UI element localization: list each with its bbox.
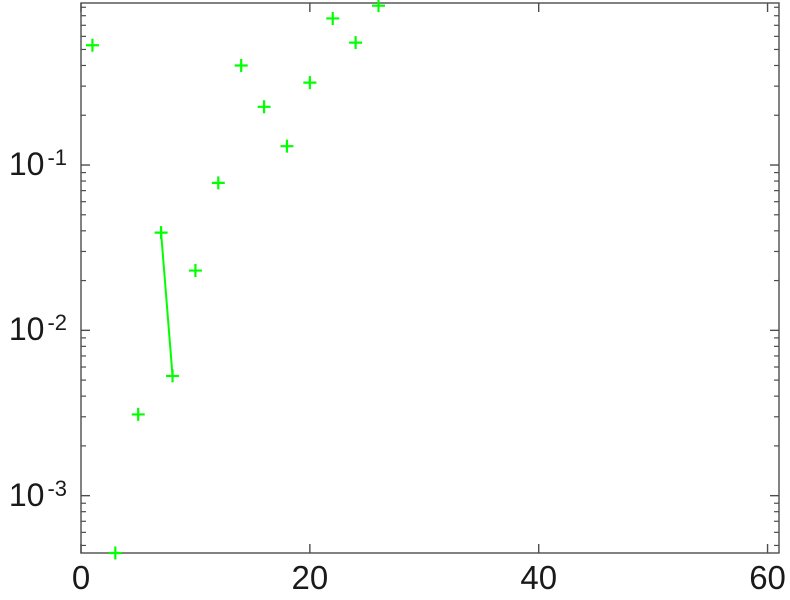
data-point-marker (303, 76, 317, 90)
data-point-marker (85, 38, 99, 52)
x-tick-label: 0 (71, 559, 91, 596)
x-tick-label: 20 (291, 559, 329, 596)
data-point-marker (349, 36, 363, 50)
y-tick-label: 10 -1 (0, 145, 67, 183)
data-point-marker (234, 58, 248, 72)
y-tick-base: 10 (8, 476, 45, 513)
y-tick-label: 10 -3 (0, 475, 67, 513)
x-tick-label: 40 (520, 559, 558, 596)
y-tick-exponent: -3 (47, 475, 67, 501)
data-point-marker (211, 176, 225, 190)
series-line (160, 232, 174, 377)
data-point-marker (280, 139, 294, 153)
data-point-marker (257, 100, 271, 114)
y-tick-base: 10 (8, 146, 45, 183)
data-point-marker (131, 407, 145, 421)
y-tick-label: 10 -2 (0, 310, 67, 348)
data-point-marker (326, 11, 340, 25)
data-point-marker (372, 0, 386, 13)
x-tick-label: 60 (749, 559, 786, 596)
data-point-marker (108, 546, 122, 560)
y-tick-exponent: -1 (47, 145, 67, 171)
data-point-marker (188, 264, 202, 278)
y-tick-base: 10 (8, 311, 45, 348)
axes-box (80, 2, 780, 554)
y-tick-exponent: -2 (47, 310, 67, 336)
